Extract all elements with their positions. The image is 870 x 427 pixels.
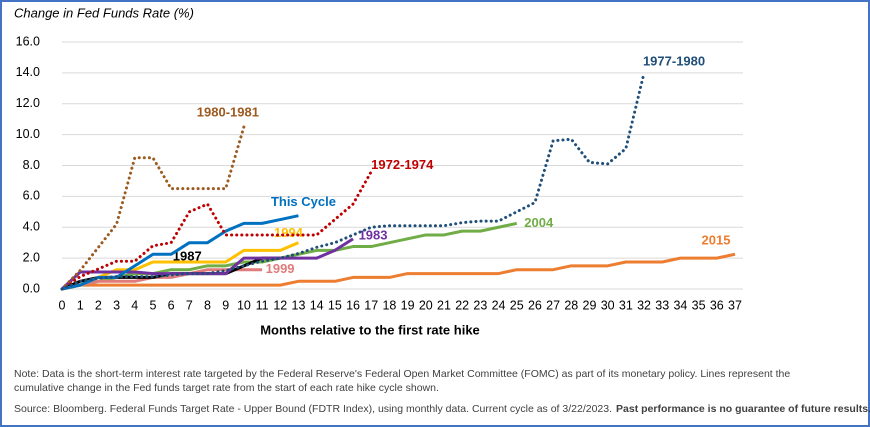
x-tick-label: 15 — [328, 298, 342, 312]
x-tick-label: 7 — [186, 298, 193, 312]
series-label: 1980-1981 — [197, 104, 259, 119]
x-tick-label: 24 — [492, 298, 506, 312]
x-tick-label: 32 — [637, 298, 651, 312]
x-tick-label: 37 — [728, 298, 742, 312]
disclaimer: Past performance is no guarantee of futu… — [616, 403, 870, 415]
x-tick-label: 16 — [346, 298, 360, 312]
x-tick-label: 33 — [655, 298, 669, 312]
x-tick-label: 22 — [455, 298, 469, 312]
x-tick-label: 35 — [692, 298, 706, 312]
x-tick-label: 31 — [619, 298, 633, 312]
x-tick-label: 26 — [528, 298, 542, 312]
x-tick-label: 20 — [419, 298, 433, 312]
series-label: 1977-1980 — [643, 53, 705, 68]
x-tick-label: 12 — [273, 298, 287, 312]
y-tick-label: 12.0 — [16, 96, 40, 110]
x-tick-label: 1 — [77, 298, 84, 312]
y-tick-label: 2.0 — [23, 250, 40, 264]
x-tick-label: 18 — [382, 298, 396, 312]
note: Note: Data is the short-term interest ra… — [14, 368, 790, 380]
series-label: 1983 — [359, 227, 388, 242]
source: Source: Bloomberg. Federal Funds Target … — [14, 403, 870, 415]
x-tick-label: 28 — [564, 298, 578, 312]
y-tick-label: 6.0 — [23, 189, 40, 203]
x-tick-label: 11 — [256, 298, 269, 312]
x-tick-label: 2 — [95, 298, 102, 312]
x-tick-label: 0 — [59, 298, 66, 312]
series-label: 2015 — [702, 233, 731, 248]
y-tick-label: 14.0 — [16, 65, 40, 79]
series-label: This Cycle — [271, 194, 336, 209]
x-tick-label: 17 — [364, 298, 378, 312]
x-tick-label: 36 — [710, 298, 724, 312]
x-tick-label: 27 — [546, 298, 560, 312]
note: cumulative change in the Fed funds targe… — [14, 382, 439, 394]
x-axis-title: Months relative to the first rate hike — [260, 322, 480, 337]
y-tick-label: 0.0 — [23, 281, 40, 295]
x-tick-label: 29 — [583, 298, 597, 312]
x-tick-label: 5 — [149, 298, 156, 312]
x-tick-label: 14 — [310, 298, 324, 312]
y-tick-label: 10.0 — [16, 127, 40, 141]
series-label: 2004 — [524, 215, 554, 230]
line — [61, 252, 736, 291]
x-tick-label: 23 — [473, 298, 487, 312]
x-tick-label: 6 — [168, 298, 175, 312]
x-tick-label: 25 — [510, 298, 524, 312]
series-label: 1987 — [173, 249, 202, 264]
line — [60, 125, 246, 291]
x-tick-label: 13 — [292, 298, 306, 312]
series-label: 1994 — [274, 225, 304, 240]
y-tick-label: 4.0 — [23, 220, 40, 234]
source-text: Source: Bloomberg. Federal Funds Target … — [14, 403, 612, 415]
series-label: 1972-1974 — [371, 157, 434, 172]
x-tick-label: 30 — [601, 298, 615, 312]
x-tick-label: 8 — [204, 298, 211, 312]
x-tick-label: 19 — [401, 298, 415, 312]
y-tick-label: 16.0 — [16, 34, 40, 48]
x-tick-label: 3 — [113, 298, 120, 312]
x-tick-label: 9 — [222, 298, 229, 312]
y-tick-label: 8.0 — [23, 158, 40, 172]
series-label: 1999 — [266, 261, 295, 276]
x-tick-label: 10 — [237, 298, 251, 312]
x-tick-label: 34 — [673, 298, 687, 312]
x-tick-label: 21 — [437, 298, 451, 312]
y-axis-title: Change in Fed Funds Rate (%) — [14, 5, 194, 20]
x-tick-label: 4 — [131, 298, 138, 312]
line — [60, 71, 646, 291]
